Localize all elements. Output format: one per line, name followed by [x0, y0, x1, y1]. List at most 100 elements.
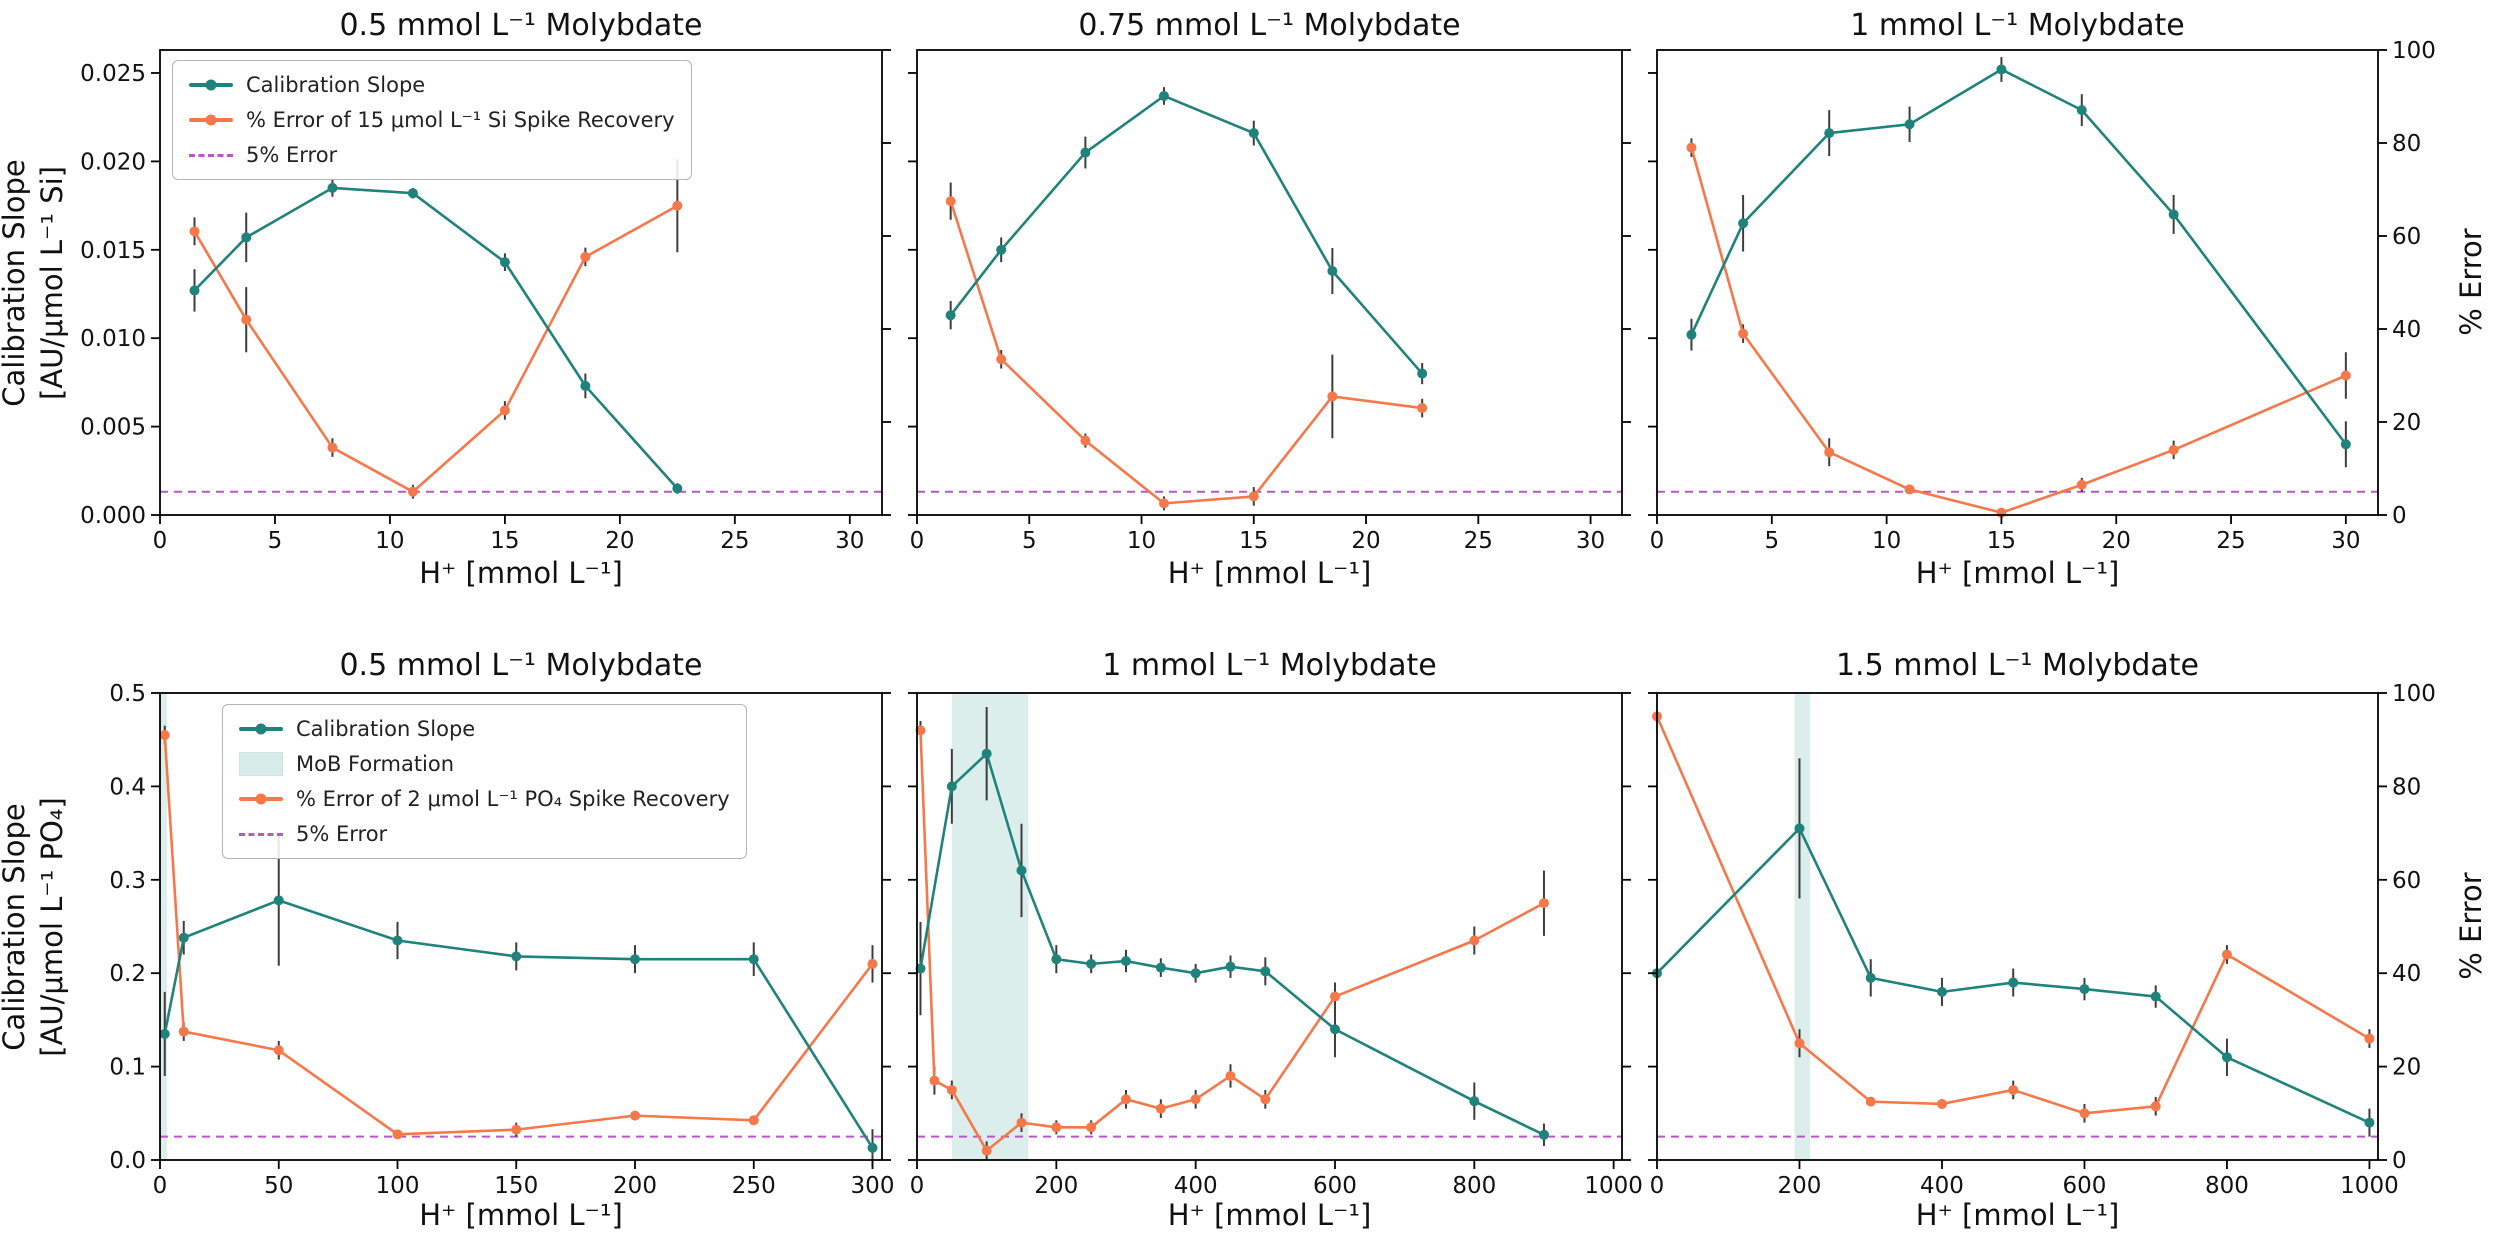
right-tick-label: 0	[2392, 503, 2407, 529]
x-axis-label: H⁺ [mmol L⁻¹]	[1915, 556, 2120, 590]
right-tick-label: 80	[2392, 131, 2421, 157]
axes-box	[1656, 692, 2379, 1161]
data-point	[2076, 105, 2087, 116]
data-point	[1417, 368, 1428, 379]
x-tick-label: 0	[153, 1173, 168, 1199]
data-point	[273, 895, 284, 906]
error-line-swatch-icon	[189, 118, 233, 122]
data-point	[1794, 1038, 1805, 1049]
legend-si: Calibration Slope % Error of 15 μmol L⁻¹…	[172, 60, 692, 180]
chart-0: 0 5 10 15 20 25 30 0.000 0.005 0.010 0.015 0.020 0.0…	[80, 49, 891, 554]
data-point	[915, 725, 926, 736]
legend-item-calibration-slope: Calibration Slope	[239, 717, 730, 741]
data-point	[1248, 128, 1259, 139]
x-tick-label: 50	[264, 1173, 293, 1199]
data-point	[2079, 984, 2090, 995]
data-point	[1469, 1096, 1480, 1107]
data-point	[672, 483, 683, 494]
right-tick-label: 60	[2392, 868, 2421, 894]
y-tick-label: 0.4	[109, 774, 146, 800]
data-point	[630, 1110, 640, 1121]
legend-label: % Error of 2 μmol L⁻¹ PO₄ Spike Recovery	[296, 787, 730, 811]
axes-box	[916, 692, 1623, 1161]
dashed-line-swatch-icon	[239, 832, 283, 836]
x-tick-label: 20	[1351, 528, 1380, 554]
data-point	[2008, 1084, 2019, 1095]
x-tick-label: 30	[2331, 528, 2360, 554]
x-tick-label: 0	[910, 1173, 925, 1199]
y-axis-label-row2-line2: [AU/μmol L⁻¹ PO₄]	[35, 797, 69, 1057]
y-tick-label: 0.5	[109, 681, 146, 707]
mob-formation-region	[951, 693, 1029, 1160]
x-tick-label: 150	[494, 1173, 538, 1199]
x-tick-label: 10	[1127, 528, 1156, 554]
data-point	[241, 314, 252, 325]
x-tick-label: 800	[1452, 1173, 1496, 1199]
y-axis-label-row2-line1: Calibration Slope	[0, 803, 31, 1051]
x-tick-label: 25	[720, 528, 749, 554]
data-point	[1865, 972, 1876, 983]
chart-title-po4-1: 1 mmol L⁻¹ Molybdate	[1102, 648, 1437, 683]
data-point	[392, 935, 403, 946]
legend-item-five-percent: 5% Error	[189, 143, 675, 167]
data-point	[915, 963, 926, 974]
data-point	[511, 1124, 522, 1135]
y-axis-label-row2: Calibration Slope [AU/μmol L⁻¹ PO₄]	[0, 667, 73, 1187]
y-tick-label: 0.025	[80, 61, 146, 87]
x-tick-label: 5	[1022, 528, 1037, 554]
axes-box	[916, 49, 1623, 516]
x-tick-label: 600	[1313, 1173, 1357, 1199]
data-point	[511, 951, 522, 962]
legend-item-spike-error: % Error of 2 μmol L⁻¹ PO₄ Spike Recovery	[239, 787, 730, 811]
data-point	[1329, 1024, 1340, 1035]
data-point	[1190, 1094, 1201, 1105]
chart-title-si-1: 1 mmol L⁻¹ Molybdate	[1850, 8, 2185, 43]
chart-3: 0 50 100 150 200 250 300 0.0 0.1 0.2 0.3 0.4 0.5	[109, 681, 894, 1199]
x-axis-label: H⁺ [mmol L⁻¹]	[1167, 556, 1372, 590]
data-point	[189, 285, 200, 296]
data-point	[1051, 1122, 1062, 1133]
legend-label: % Error of 15 μmol L⁻¹ Si Spike Recovery	[246, 108, 675, 132]
data-point	[946, 1084, 957, 1095]
data-point	[748, 954, 759, 965]
data-point	[1904, 119, 1915, 130]
x-tick-label: 400	[1174, 1173, 1218, 1199]
right-tick-label: 0	[2392, 1148, 2407, 1174]
data-point	[1329, 991, 1340, 1002]
y-tick-label: 0.0	[109, 1148, 146, 1174]
data-point	[672, 200, 683, 211]
data-point	[2364, 1033, 2375, 1044]
data-point	[327, 182, 338, 193]
legend-item-five-percent: 5% Error	[239, 822, 730, 846]
slope-line-swatch-icon	[239, 727, 283, 731]
data-point	[159, 730, 170, 741]
data-point	[1794, 823, 1805, 834]
right-tick-label: 20	[2392, 410, 2421, 436]
right-tick-label: 20	[2392, 1055, 2421, 1081]
data-point	[1686, 329, 1697, 340]
data-point	[1225, 1070, 1236, 1081]
y-axis-label-row1: Calibration Slope [AU/μmol L⁻¹ Si]	[0, 23, 73, 543]
data-point	[1936, 1098, 1947, 1109]
x-tick-label: 250	[732, 1173, 776, 1199]
data-point	[273, 1045, 284, 1056]
chart-2: 0 5 10 15 20 25 30 0 20 40 60 80 100	[1648, 38, 2436, 554]
data-point	[1086, 1122, 1097, 1133]
y-axis-label-row1-line2: [AU/μmol L⁻¹ Si]	[35, 166, 69, 400]
axes-box	[1656, 49, 2379, 516]
data-point	[580, 380, 591, 391]
data-point	[1260, 966, 1271, 977]
data-point	[945, 196, 956, 207]
x-tick-label: 30	[835, 528, 864, 554]
x-axis-label: H⁺ [mmol L⁻¹]	[419, 556, 623, 590]
calibration-slope-line	[949, 94, 1424, 375]
x-tick-label: 20	[605, 528, 634, 554]
x-tick-label: 1000	[1584, 1173, 1643, 1199]
data-point	[1016, 865, 1027, 876]
x-tick-label: 10	[375, 528, 404, 554]
legend-label: MoB Formation	[296, 752, 455, 776]
data-point	[929, 1075, 940, 1086]
data-point	[1051, 954, 1062, 965]
x-tick-label: 5	[1764, 528, 1779, 554]
x-tick-label: 200	[1034, 1173, 1078, 1199]
